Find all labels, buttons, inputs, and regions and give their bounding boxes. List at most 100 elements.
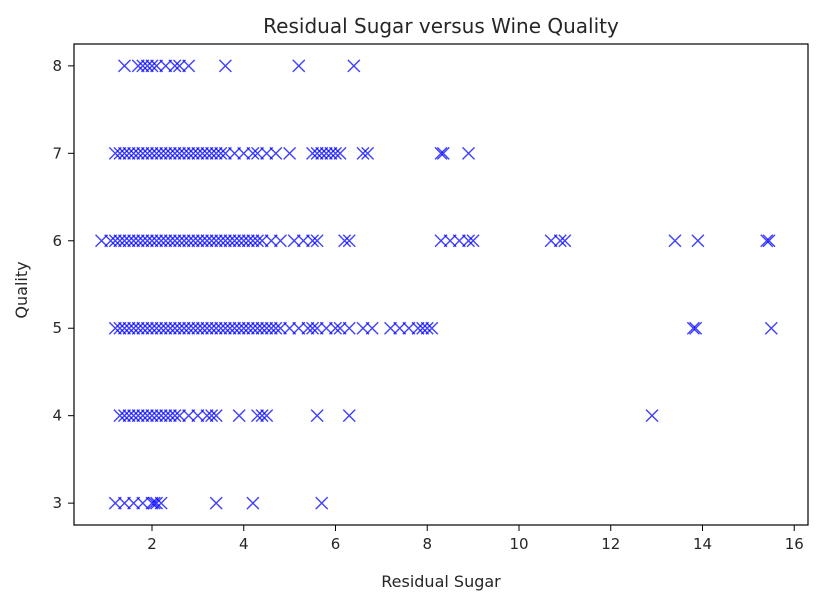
data-point-marker [150,496,164,510]
data-point-marker [108,234,122,248]
x-tick-label: 4 [239,535,249,553]
data-point-marker [645,409,659,423]
data-point-marker [228,321,242,335]
data-point-marker [251,234,264,248]
data-point-marker [283,146,297,160]
x-tick-label: 2 [147,535,157,553]
data-point-marker [228,234,242,248]
data-point-marker [251,146,264,160]
data-point-marker [140,146,154,160]
data-point-marker [260,409,274,423]
data-point-marker [177,146,191,160]
data-point-marker [269,321,283,335]
data-point-marker [173,234,187,248]
data-point-marker [232,321,246,335]
data-point-marker [159,146,173,160]
data-point-marker [200,146,214,160]
data-point-marker [691,234,705,248]
data-point-marker [462,146,476,160]
data-point-marker [434,234,448,248]
data-point-marker [324,146,338,160]
data-point-marker [342,234,356,248]
data-point-marker [150,59,164,73]
data-point-marker [117,59,131,73]
data-point-marker [173,59,187,73]
data-point-marker [163,409,177,423]
y-tick-label: 5 [52,319,62,337]
data-point-marker [315,496,329,510]
data-point-marker [209,146,223,160]
y-axis-label: Quality [12,261,31,318]
data-point-marker [145,321,159,335]
data-point-marker [246,234,260,248]
data-point-marker [668,234,682,248]
data-point-marker [145,146,159,160]
data-point-marker [553,234,567,248]
y-tick-label: 8 [52,57,62,75]
data-point-marker [136,409,150,423]
data-point-marker [127,409,141,423]
data-point-marker [159,234,173,248]
data-point-marker [283,321,297,335]
data-point-marker [122,409,136,423]
data-point-marker [223,321,237,335]
data-point-marker [127,234,141,248]
data-point-marker [328,321,342,335]
y-tick-label: 6 [52,232,62,250]
data-point-marker [182,234,196,248]
y-tick-label: 7 [52,144,62,162]
data-point-marker [205,146,219,160]
data-point-marker [416,321,430,335]
data-point-marker [452,234,466,248]
data-point-marker [443,234,457,248]
data-point-marker [140,59,154,73]
data-point-marker [218,59,232,73]
data-point-marker [108,321,122,335]
data-point-marker [117,496,131,510]
data-point-marker [186,321,200,335]
data-point-marker [425,321,439,335]
data-point-marker [544,234,558,248]
data-point-marker [328,146,342,160]
data-point-marker [163,146,177,160]
data-point-marker [241,321,255,335]
data-point-marker [241,234,255,248]
data-point-marker [251,409,264,423]
data-point-marker [154,496,168,510]
data-point-marker [140,234,154,248]
x-tick-label: 12 [601,535,620,553]
data-point-marker [306,321,320,335]
data-point-marker [205,409,219,423]
data-point-marker [218,146,232,160]
data-point-marker [191,234,205,248]
data-point-marker [168,59,182,73]
data-point-marker [273,234,287,248]
data-point-marker [150,146,164,160]
data-point-marker [136,59,150,73]
data-point-marker [287,234,301,248]
data-point-marker [255,321,269,335]
data-point-marker [173,409,187,423]
data-point-marker [168,146,182,160]
data-point-marker [117,409,131,423]
data-point-marker [127,146,141,160]
data-point-marker [195,321,209,335]
data-point-marker [154,146,168,160]
data-point-marker [434,146,448,160]
data-point-marker [154,321,168,335]
data-point-marker [159,59,173,73]
data-point-marker [191,321,205,335]
data-point-marker [140,321,154,335]
x-tick-label: 16 [785,535,804,553]
data-point-marker [127,321,141,335]
data-point-marker [200,234,214,248]
data-point-marker [310,146,324,160]
y-tick-label: 3 [52,494,62,512]
data-point-marker [186,234,200,248]
data-point-marker [347,59,361,73]
data-point-marker [150,234,164,248]
data-point-marker [264,234,278,248]
data-point-marker [361,146,375,160]
data-point-marker [177,321,191,335]
